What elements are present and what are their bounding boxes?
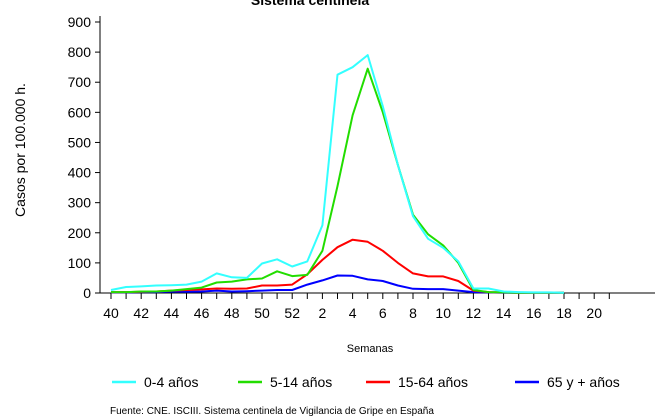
x-tick-label: 42 <box>133 305 149 321</box>
y-axis: 0 100 200 300 400 500 600 700 800 900 <box>68 14 101 301</box>
x-tick-label: 44 <box>164 305 180 321</box>
x-tick-label: 10 <box>435 305 451 321</box>
x-tick-label: 6 <box>379 305 387 321</box>
x-tick-label: 52 <box>284 305 300 321</box>
legend-label: 5-14 años <box>270 374 332 390</box>
y-tick-label: 600 <box>68 104 92 120</box>
x-tick-label: 46 <box>194 305 210 321</box>
x-tick-label: 2 <box>319 305 327 321</box>
source-note: Fuente: CNE. ISCIII. Sistema centinela d… <box>110 406 434 417</box>
y-tick-label: 500 <box>68 134 92 150</box>
x-tick-label: 4 <box>349 305 357 321</box>
legend-label: 65 y + años <box>547 374 620 390</box>
x-tick-label: 40 <box>103 305 119 321</box>
legend-label: 0-4 años <box>144 374 198 390</box>
x-tick-label: 48 <box>224 305 240 321</box>
x-axis-label: Semanas <box>347 343 394 355</box>
x-tick-label: 50 <box>254 305 270 321</box>
x-tick-label: 18 <box>556 305 572 321</box>
series-line-0 <box>110 54 565 294</box>
y-tick-label: 100 <box>68 255 92 271</box>
x-axis: 40 42 44 46 48 50 52 2 4 6 8 10 12 14 16 18 20 <box>100 292 655 321</box>
y-tick-label: 200 <box>68 225 92 241</box>
x-tick-label: 12 <box>466 305 482 321</box>
x-tick-label: 14 <box>496 305 512 321</box>
legend-label: 15-64 años <box>398 374 468 390</box>
y-tick-label: 800 <box>68 44 92 60</box>
y-tick-label: 900 <box>68 14 92 30</box>
series-lines <box>110 54 565 294</box>
legend: 0-4 años 5-14 años 15-64 años 65 y + años <box>112 374 620 390</box>
chart-title: Sistema centinela <box>251 0 369 8</box>
y-tick-label: 300 <box>68 195 92 211</box>
x-tick-label: 8 <box>409 305 417 321</box>
y-tick-label: 0 <box>83 285 91 301</box>
series-line-1 <box>111 67 564 294</box>
x-tick-label: 20 <box>586 305 602 321</box>
y-tick-label: 700 <box>68 74 92 90</box>
x-tick-label: 16 <box>526 305 542 321</box>
y-tick-label: 400 <box>68 165 92 181</box>
y-axis-label: Casos por 100.000 h. <box>12 83 28 217</box>
